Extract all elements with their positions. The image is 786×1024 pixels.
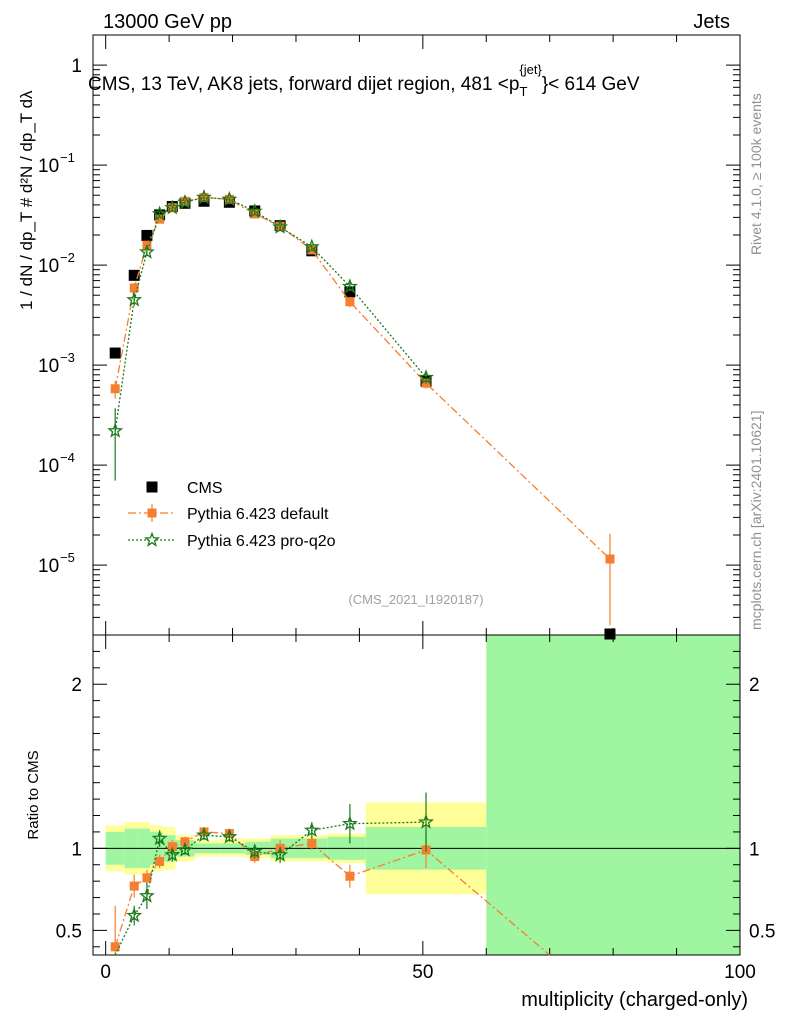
rivet-label: Rivet 4.1.0, ≥ 100k events [748,93,764,255]
y-tick-label-top: 10 [38,556,59,577]
proq2o-point [177,193,193,209]
chart-title-sub: T [519,84,527,99]
ratio-default-point [307,838,317,848]
y-tick-label-top: 10 [38,256,59,277]
proq2o-line [114,196,427,431]
proq2o-point [418,369,434,385]
proq2o-point [138,243,155,259]
ratio-proq2o-point [303,821,320,837]
legend-marker-proq2o [144,531,160,547]
header-right: Jets [693,11,730,33]
legend-marker-cms [146,481,158,493]
ratio-default-point [345,871,355,881]
proq2o-point [107,422,124,438]
y-tick-label-ratio-right: 1 [749,839,760,860]
ratio-default-point [110,942,120,952]
proq2o-point [272,218,289,234]
proq2o-point [196,189,212,205]
chart-title-post: }< 614 GeV [542,74,640,95]
cms-point [141,229,153,241]
y-tick-label-ratio-left: 1 [71,839,82,860]
y-tick-label-top-exp: −1 [60,150,75,165]
default-point [605,554,615,564]
x-tick-label: 50 [412,962,433,983]
ratio-default-point [142,873,152,883]
y-tick-label-top-exp: −4 [60,450,75,465]
ratio-proq2o-point [341,815,358,831]
ratio-proq2o-point [221,828,238,844]
cms-point [109,347,121,359]
proq2o-point [303,238,320,254]
y-tick-label-top: 10 [38,356,59,377]
y-tick-label-top-exp: −5 [60,550,75,565]
ratio-proq2o-point [138,887,155,903]
default-point [110,384,120,394]
legend-label-default: Pythia 6.423 default [187,506,329,523]
y-tick-label-top-exp: −3 [60,350,75,365]
band-inner-13 [486,635,740,955]
x-tick-label: 0 [100,962,111,983]
legend-label-cms: CMS [187,480,223,497]
cms-point [128,269,140,281]
y-tick-label-top: 10 [38,456,59,477]
y-tick-label-ratio-right: 0.5 [749,921,775,942]
chart-title-sup: {jet} [519,62,542,77]
default-point [155,214,165,224]
default-point [129,283,139,293]
legend: CMS Pythia 6.423 default Pythia 6.423 pro-… [128,480,336,550]
proq2o-point [341,278,358,294]
proq2o-point [151,205,168,221]
ratio-proq2o-point [272,846,289,862]
ratio-proq2o-point [196,826,212,843]
y-tick-label-top: 1 [71,56,82,77]
ratio-uncertainty-bands [105,635,740,955]
watermark: (CMS_2021_I1920187) [348,592,483,607]
cms-point [604,628,616,640]
y-tick-label-top: 10 [38,156,59,177]
ratio-proq2o-point [418,813,434,829]
ratio-proq2o-point [126,907,143,923]
y-tick-label-ratio-left: 2 [71,675,82,696]
ratio-frame [92,634,741,956]
y-tick-label-ratio-left: 0.5 [56,921,82,942]
ratio-default-point [129,881,139,891]
y-tick-label-top-exp: −2 [60,250,75,265]
chart-title-pre: CMS, 13 TeV, AK8 jets, forward dijet reg… [88,74,519,95]
legend-marker-default [147,508,157,518]
ratio-default-point [155,856,165,866]
proq2o-point [164,199,181,215]
legend-label-proq2o: Pythia 6.423 pro-q2o [187,533,336,550]
y-axis-label-ratio: Ratio to CMS [25,750,42,839]
ratio-proq2o-point [151,830,168,846]
proq2o-point [126,291,143,307]
x-axis-label: multiplicity (charged-only) [521,989,748,1011]
mcplots-label: mcplots.cern.ch [arXiv:2401.10621] [748,411,764,630]
ratio-proq2o-point [177,841,193,857]
proq2o-point [221,190,238,207]
proq2o-point [246,202,263,219]
y-tick-label-ratio-right: 2 [749,675,760,696]
y-axis-label-top: 1 / dN / dp_T # d²N / dp_T dλ [17,90,36,310]
default-point [345,297,355,307]
data-series [107,189,616,956]
default-line [114,196,611,560]
cms-point [344,286,356,298]
header-left: 13000 GeV pp [103,11,232,33]
ratio-proq2o-point [246,843,263,859]
chart-title: CMS, 13 TeV, AK8 jets, forward dijet reg… [88,62,640,99]
x-tick-label: 100 [724,962,756,983]
ratio-proq2o-point [164,846,181,862]
